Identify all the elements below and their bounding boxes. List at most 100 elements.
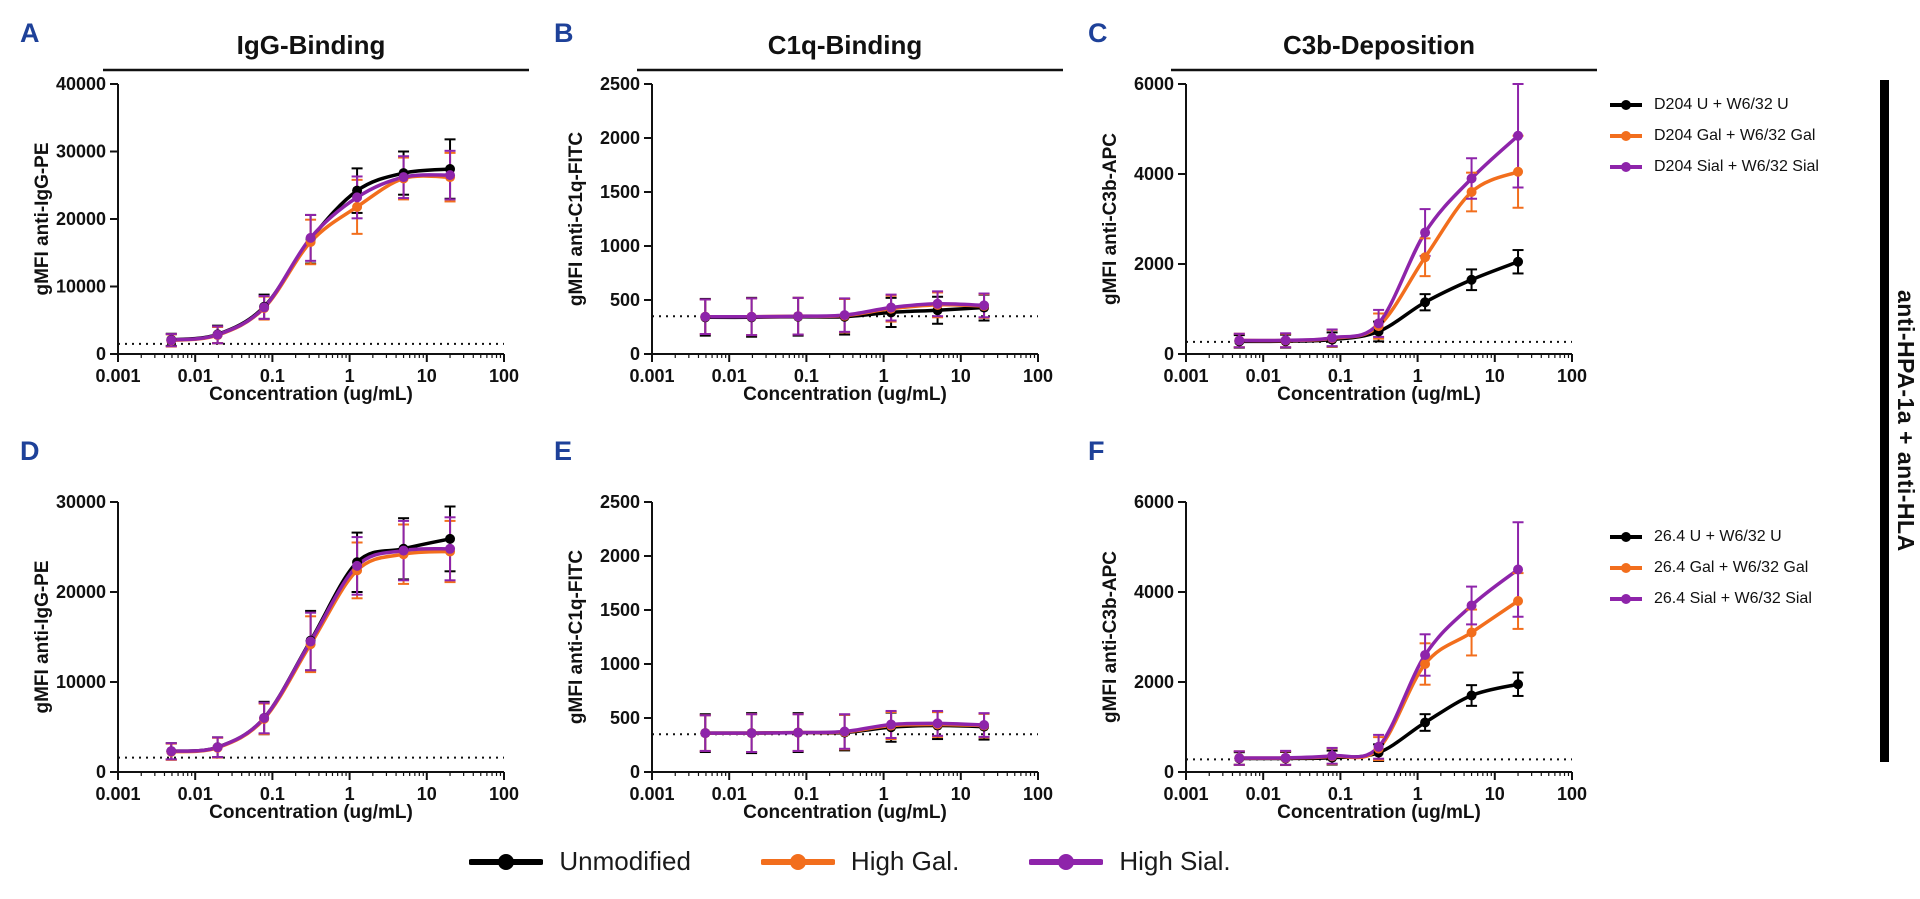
y-tick-label: 30000 xyxy=(56,142,106,162)
bottom-legend-item: High Gal. xyxy=(760,846,960,877)
panel-letter: E xyxy=(554,436,572,466)
legend-item: 26.4 Sial + W6/32 Sial xyxy=(1608,590,1878,608)
x-tick-label: 0.01 xyxy=(1246,784,1281,804)
y-tick-label: 1000 xyxy=(600,236,640,256)
data-point xyxy=(700,311,711,322)
x-tick-label: 0.1 xyxy=(1328,784,1353,804)
y-tick-label: 2000 xyxy=(1134,672,1174,692)
y-tick-label: 500 xyxy=(610,708,640,728)
y-tick-label: 1000 xyxy=(600,654,640,674)
y-tick-label: 20000 xyxy=(56,209,106,229)
data-point xyxy=(1466,600,1477,611)
data-point xyxy=(398,545,409,556)
panel-c: C C3b-Deposition 0 2000 4000 6000 0.001 0.01 0.1… xyxy=(1086,6,1616,411)
legend-label: 26.4 U + W6/32 U xyxy=(1654,528,1782,545)
x-tick-label: 100 xyxy=(489,784,519,804)
data-point xyxy=(1466,173,1477,184)
data-point xyxy=(398,172,409,183)
legend-label: 26.4 Sial + W6/32 Sial xyxy=(1654,590,1812,607)
data-point xyxy=(1466,187,1477,197)
x-tick-label: 0.01 xyxy=(178,366,213,386)
data-point xyxy=(700,728,711,739)
y-axis-label: gMFI anti-IgG-PE xyxy=(32,142,53,295)
data-point xyxy=(305,636,316,647)
panel-a: A IgG-Binding 0 10000 20000 30000 40000 0.001 0.… xyxy=(18,6,548,411)
legend-item: D204 Gal + W6/32 Gal xyxy=(1608,127,1878,145)
x-tick-label: 0.1 xyxy=(1328,366,1353,386)
y-tick-label: 1500 xyxy=(600,182,640,202)
y-axis-label: gMFI anti-C1q-FITC xyxy=(566,132,587,306)
y-tick-label: 2500 xyxy=(600,74,640,94)
x-tick-label: 0.01 xyxy=(178,784,213,804)
data-point xyxy=(979,720,990,731)
legend-label: D204 Gal + W6/32 Gal xyxy=(1654,127,1816,144)
x-tick-label: 0.01 xyxy=(712,784,747,804)
panel-title: IgG-Binding xyxy=(237,30,386,60)
data-point xyxy=(746,311,757,322)
y-tick-label: 0 xyxy=(1164,344,1174,364)
data-point xyxy=(1513,596,1524,606)
data-point xyxy=(166,335,177,346)
y-tick-label: 20000 xyxy=(56,582,106,602)
y-tick-label: 1500 xyxy=(600,600,640,620)
x-tick-label: 0.01 xyxy=(1246,366,1281,386)
legend-label: 26.4 Gal + W6/32 Gal xyxy=(1654,559,1809,576)
x-tick-label: 100 xyxy=(1023,366,1053,386)
x-tick-label: 0.001 xyxy=(95,366,140,386)
x-tick-label: 0.001 xyxy=(629,366,674,386)
data-point xyxy=(839,310,850,321)
data-point xyxy=(1234,335,1245,346)
y-tick-label: 40000 xyxy=(56,74,106,94)
legend-marker-icon xyxy=(1610,594,1642,604)
bottom-legend-label: High Gal. xyxy=(850,846,960,876)
x-tick-label: 1 xyxy=(1413,784,1423,804)
side-label-wrap: anti-HPA-1a + anti-HLA xyxy=(1891,80,1920,762)
chart-c3b-deposition-26-4: F 0 2000 4000 6000 0.001 0.01 0.1 1 10 100 Concentr… xyxy=(1088,436,1587,823)
data-point xyxy=(259,302,270,313)
x-tick-label: 100 xyxy=(489,366,519,386)
data-point xyxy=(1420,659,1431,669)
data-point xyxy=(1327,750,1338,761)
y-tick-label: 30000 xyxy=(56,492,106,512)
x-tick-label: 0.01 xyxy=(712,366,747,386)
data-point xyxy=(1234,753,1245,764)
data-point xyxy=(212,742,223,753)
side-axis-label: anti-HPA-1a + anti-HLA xyxy=(1893,290,1919,552)
bottom-legend-label: Unmodified xyxy=(559,846,691,876)
data-point xyxy=(1513,679,1524,690)
legend-label: D204 Sial + W6/32 Sial xyxy=(1654,158,1819,175)
bottom-legend-item: High Sial. xyxy=(1029,846,1231,877)
x-axis-label: Concentration (ug/mL) xyxy=(743,384,947,405)
y-tick-label: 0 xyxy=(96,344,106,364)
data-point xyxy=(1513,130,1524,141)
x-tick-label: 10 xyxy=(1485,784,1505,804)
x-tick-label: 100 xyxy=(1557,366,1587,386)
bottom-legend-item: Unmodified xyxy=(469,846,691,877)
data-point xyxy=(1280,752,1291,763)
x-tick-label: 10 xyxy=(951,784,971,804)
panel-letter: F xyxy=(1088,436,1105,466)
data-point xyxy=(1280,335,1291,346)
data-point xyxy=(1466,690,1477,701)
x-axis-label: Concentration (ug/mL) xyxy=(209,384,413,405)
y-tick-label: 6000 xyxy=(1134,74,1174,94)
x-axis-label: Concentration (ug/mL) xyxy=(1277,802,1481,823)
data-point xyxy=(166,746,177,757)
x-tick-label: 0.001 xyxy=(95,784,140,804)
legend-item: 26.4 Gal + W6/32 Gal xyxy=(1608,559,1878,577)
x-axis-label: Concentration (ug/mL) xyxy=(209,802,413,823)
bottom-legend: Unmodified High Gal. High Sial. xyxy=(0,846,1700,877)
data-point xyxy=(445,533,456,544)
x-tick-label: 0.1 xyxy=(794,366,819,386)
data-point xyxy=(305,232,316,243)
y-axis-label: gMFI anti-IgG-PE xyxy=(32,560,53,713)
data-point xyxy=(1420,252,1431,263)
legend-marker-icon xyxy=(1610,131,1642,141)
x-tick-label: 1 xyxy=(879,366,889,386)
data-point xyxy=(1513,166,1524,177)
data-point xyxy=(1420,227,1431,238)
data-point xyxy=(886,302,897,313)
data-point xyxy=(793,727,804,738)
legend-marker-icon xyxy=(1610,162,1642,172)
